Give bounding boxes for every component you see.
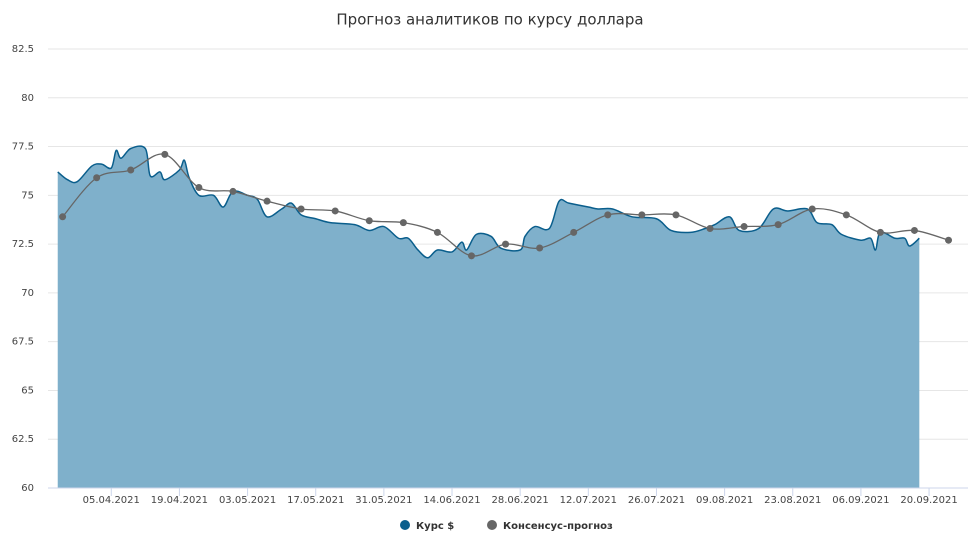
y-tick-label: 80 (21, 93, 34, 104)
x-tick-label: 06.09.2021 (832, 495, 889, 506)
area-line (57, 145, 920, 259)
point (331, 207, 339, 215)
point (876, 228, 884, 236)
y-tick-label: 77.5 (12, 142, 34, 153)
x-tick-label: 05.04.2021 (83, 495, 140, 506)
legend-label[interactable]: Консенсус-прогноз (503, 521, 613, 532)
x-tick-label: 23.08.2021 (764, 495, 821, 506)
x-tick-label: 20.09.2021 (900, 495, 957, 506)
x-tick-label: 31.05.2021 (355, 495, 412, 506)
point (502, 240, 510, 248)
point (638, 211, 646, 219)
point (195, 184, 203, 192)
y-tick-label: 72.5 (12, 239, 34, 250)
chart-title: Прогноз аналитиков по курсу доллара (336, 11, 643, 29)
point (161, 150, 169, 158)
y-tick-label: 62.5 (12, 434, 34, 445)
point (570, 228, 578, 236)
point (706, 225, 714, 233)
y-tick-label: 65 (21, 385, 34, 396)
point (229, 187, 237, 195)
y-tick-label: 60 (21, 483, 34, 494)
point (945, 236, 953, 244)
y-tick-label: 67.5 (12, 337, 34, 348)
point (808, 205, 816, 213)
x-tick-label: 17.05.2021 (287, 495, 344, 506)
point (842, 211, 850, 219)
point (59, 213, 67, 221)
y-tick-label: 70 (21, 288, 34, 299)
point (604, 211, 612, 219)
point (433, 228, 441, 236)
point (263, 197, 271, 205)
legend-marker[interactable] (400, 520, 410, 530)
point (740, 223, 748, 231)
point (365, 217, 373, 225)
x-tick-label: 19.04.2021 (151, 495, 208, 506)
point (93, 174, 101, 182)
area (57, 146, 920, 489)
x-tick-label: 14.06.2021 (423, 495, 480, 506)
legend-label[interactable]: Курс $ (416, 521, 454, 532)
x-tick-label: 12.07.2021 (560, 495, 617, 506)
point (536, 244, 544, 252)
x-tick-label: 03.05.2021 (219, 495, 276, 506)
x-tick-label: 26.07.2021 (628, 495, 685, 506)
y-tick-label: 75 (21, 190, 34, 201)
x-tick-label: 09.08.2021 (696, 495, 753, 506)
legend-marker[interactable] (487, 520, 497, 530)
y-tick-label: 82.5 (12, 44, 34, 55)
point (910, 226, 918, 234)
point (399, 219, 407, 227)
x-tick-label: 28.06.2021 (492, 495, 549, 506)
point (127, 166, 135, 174)
point (297, 205, 305, 213)
point (672, 211, 680, 219)
point (774, 221, 782, 229)
point (467, 252, 475, 260)
